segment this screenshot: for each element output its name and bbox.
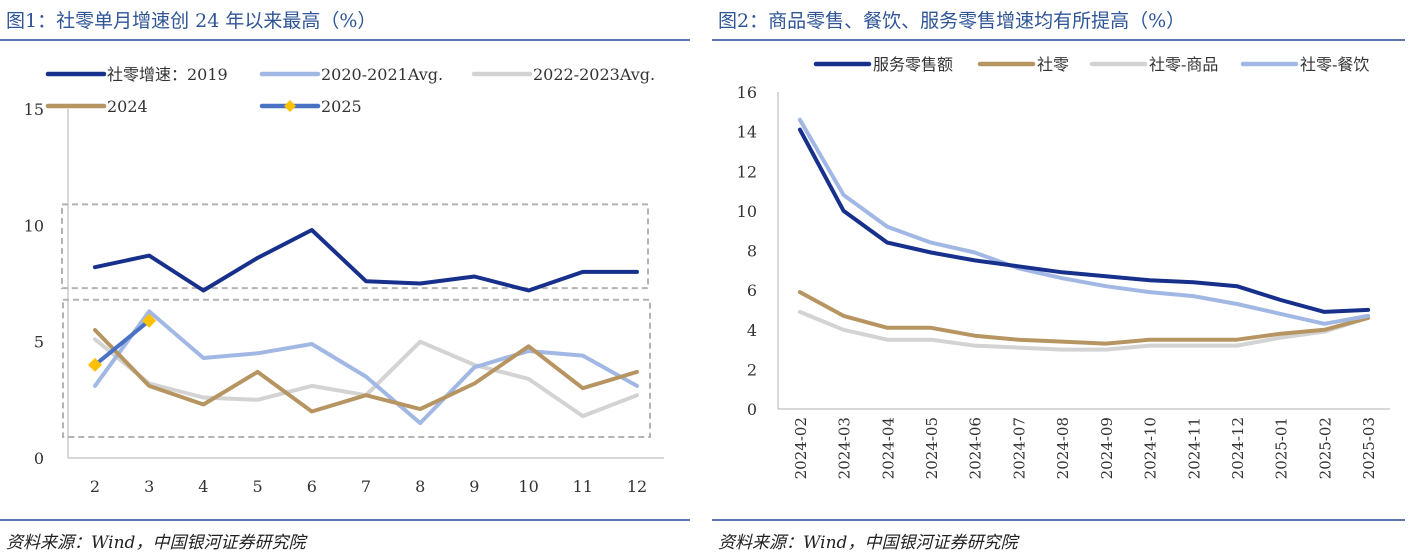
source-note-right: 资料来源：Wind，中国银河证券研究院: [718, 533, 1018, 553]
line-chart-right: 0 2 4 6 8 10 12 14 16 2024-02 2024-03 2024-04 2024-0…: [737, 55, 1390, 479]
line-chart-left: 0 5 10 15 2 3 4 5 6 7 8 9 10 11 12 社零增速：2019 2020-2021Av…: [24, 65, 664, 496]
series-marker: [88, 357, 102, 372]
series-1-line: [93, 309, 639, 426]
x-tick-label: 2024-03: [836, 417, 854, 479]
y-tick-label: 14: [737, 123, 757, 142]
x-tick-label: 7: [361, 477, 371, 496]
series-0-line: [797, 127, 1371, 314]
chart-panel-left: 图1：社零单月增速创 24 年以来最高（%） 0 5 10 15 2 3 4 5 6 7 8 9 10 1…: [0, 0, 695, 555]
x-tick-label: 2025-01: [1273, 417, 1291, 479]
chart-title-right: 图2：商品零售、餐饮、服务零售增速均有所提高（%）: [718, 10, 1186, 32]
source-rule-right: [712, 519, 1405, 521]
y-tick-label: 6: [747, 281, 757, 300]
title-rule-left: [0, 39, 690, 41]
y-tick-label: 8: [747, 242, 757, 261]
x-tick-label: 2025-03: [1360, 417, 1378, 479]
x-tick-label: 2024-08: [1054, 417, 1072, 479]
annotation-box-recent: [62, 298, 651, 439]
x-tick-label: 2025-02: [1316, 417, 1334, 479]
source-note-left: 资料来源：Wind，中国银河证券研究院: [6, 533, 306, 553]
y-tick-label: 15: [24, 100, 44, 119]
x-tick-label: 2024-04: [879, 417, 897, 479]
legend-label: 2025: [321, 97, 362, 116]
y-tick-label: 12: [737, 162, 757, 181]
series-2-line: [797, 309, 1371, 352]
series-3-line: [93, 328, 639, 414]
y-tick-label: 2: [747, 360, 757, 379]
chart-title-left: 图1：社零单月增速创 24 年以来最高（%）: [6, 10, 377, 32]
legend-label: 社零增速：2019: [107, 65, 228, 84]
x-tick-label: 9: [469, 477, 479, 496]
series-3-line: [797, 117, 1371, 326]
y-tick-label: 4: [747, 321, 757, 340]
y-tick-label: 10: [24, 216, 44, 235]
legend-label: 服务零售额: [873, 55, 953, 74]
x-tick-label: 2024-12: [1229, 417, 1247, 479]
x-tick-label: 6: [307, 477, 317, 496]
chart-panel-right: 图2：商品零售、餐饮、服务零售增速均有所提高（%） 0 2 4 6 8 10 12 14 16 2…: [712, 0, 1417, 555]
legend-label: 社零-商品: [1149, 55, 1218, 74]
x-tick-label: 11: [573, 477, 593, 496]
x-tick-label: 5: [253, 477, 263, 496]
title-rule-right: [712, 39, 1405, 41]
series-1-line: [797, 290, 1371, 346]
x-tick-label: 8: [415, 477, 425, 496]
y-tick-label: 0: [747, 400, 757, 419]
legend-label: 社零: [1037, 55, 1069, 74]
x-tick-label: 2024-06: [967, 417, 985, 479]
x-tick-label: 12: [627, 477, 647, 496]
x-tick-label: 10: [518, 477, 538, 496]
series-4-line: [93, 318, 152, 367]
x-tick-label: 2024-07: [1010, 417, 1028, 479]
annotation-box-2019: [61, 203, 649, 290]
legend-marker: [284, 100, 296, 112]
legend-label: 2022-2023Avg.: [533, 65, 655, 84]
y-tick-label: 16: [737, 83, 757, 102]
x-tick-label: 2024-11: [1185, 417, 1203, 479]
x-tick-label: 2024-02: [792, 417, 810, 479]
x-tick-label: 2024-09: [1098, 417, 1116, 479]
legend-label: 社零-餐饮: [1300, 55, 1369, 74]
x-tick-label: 2024-10: [1142, 417, 1160, 479]
source-rule-left: [0, 519, 690, 521]
series-0-line: [93, 228, 639, 293]
y-tick-label: 10: [737, 202, 757, 221]
x-tick-label: 4: [198, 477, 208, 496]
x-tick-label: 2: [90, 477, 100, 496]
y-tick-label: 0: [34, 449, 44, 468]
x-tick-label: 2024-05: [923, 417, 941, 479]
x-tick-label: 3: [144, 477, 154, 496]
y-tick-label: 5: [34, 333, 44, 352]
series-marker: [142, 313, 157, 328]
legend-label: 2020-2021Avg.: [321, 65, 443, 84]
legend-label: 2024: [107, 97, 148, 116]
